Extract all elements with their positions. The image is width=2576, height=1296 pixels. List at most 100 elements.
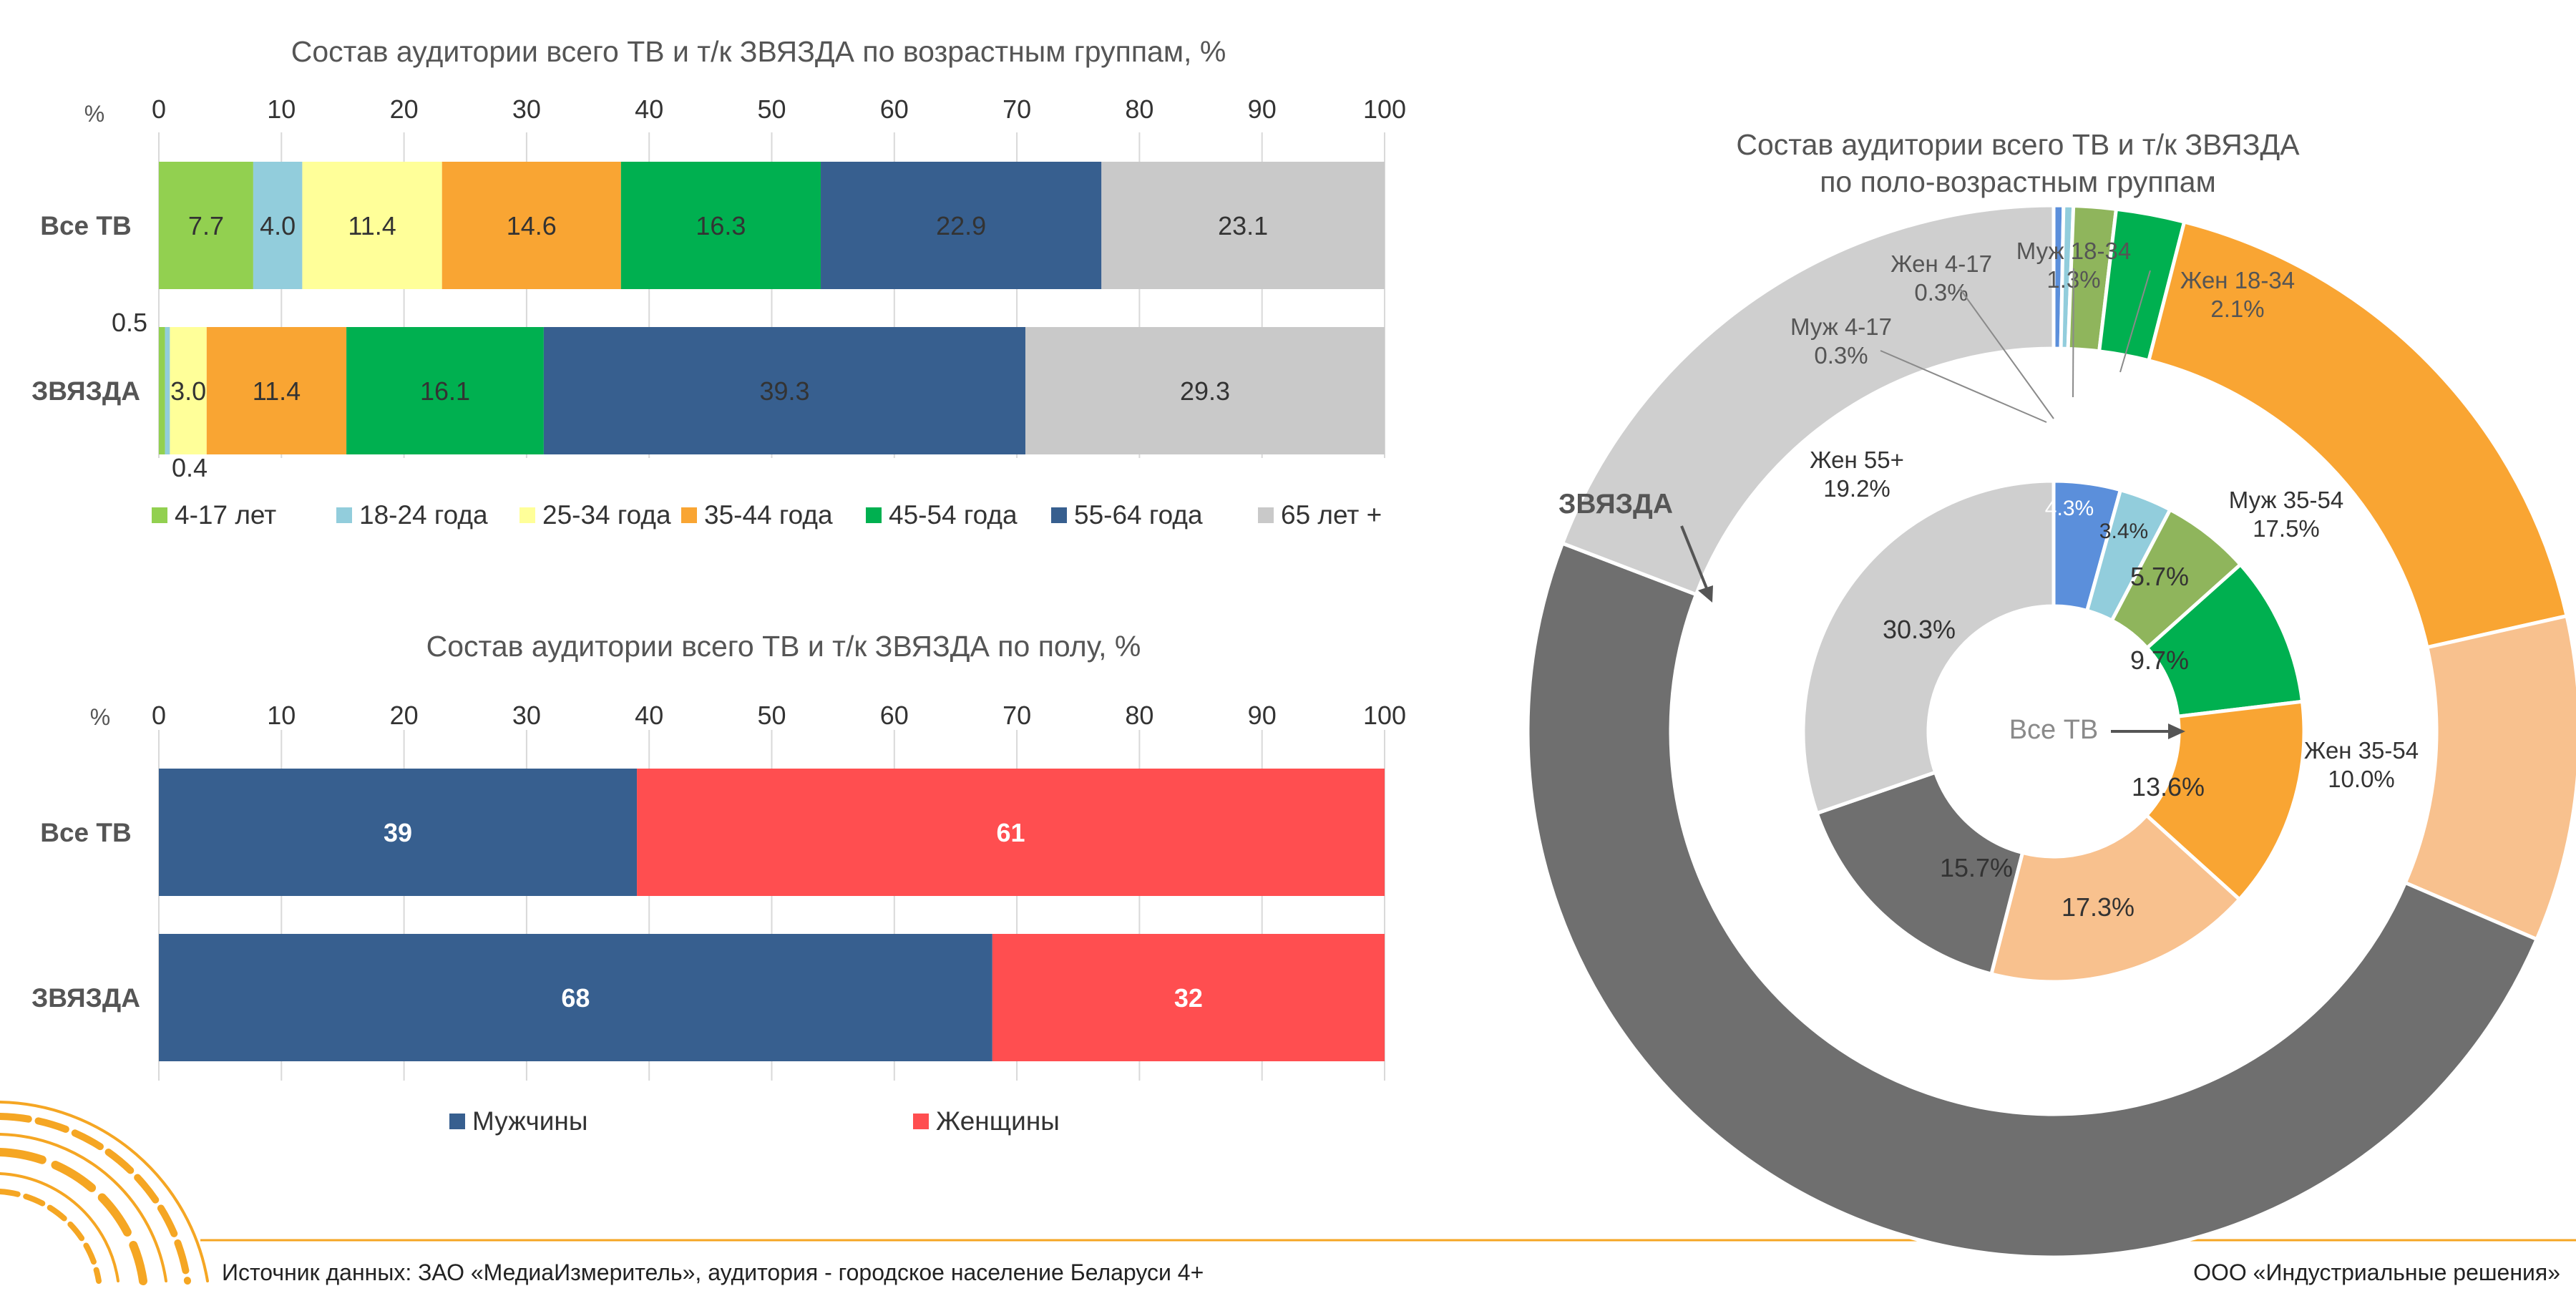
legend-swatch bbox=[336, 507, 352, 523]
legend-swatch bbox=[1051, 507, 1067, 523]
inner-ring-name: Все ТВ bbox=[2009, 715, 2099, 745]
leader-line bbox=[2072, 268, 2074, 398]
category-label: ЗВЯЗДА bbox=[31, 376, 140, 406]
bar-segment bbox=[159, 769, 638, 896]
outer-slice-label: Жен 4-17 bbox=[1890, 250, 1992, 277]
tick-label: 10 bbox=[267, 94, 296, 124]
inner-ring-arrow bbox=[2111, 723, 2185, 739]
bars: 7.7 4.0 11.4 14.6 16.3 22.9 23.1 0.5 0.4 3.0 11.4 1… bbox=[112, 162, 1385, 482]
tick-label: 60 bbox=[880, 701, 909, 730]
outer-slice-label: Муж 18-34 bbox=[2016, 238, 2131, 264]
bar-segment bbox=[159, 934, 992, 1061]
decorative-arcs bbox=[0, 1101, 209, 1285]
age-gender-donut-chart: Состав аудитории всего ТВ и т/к ЗВЯЗДА п… bbox=[1526, 128, 2576, 1260]
unit-label: % bbox=[84, 101, 104, 127]
tick-label: 80 bbox=[1125, 94, 1153, 124]
legend-swatch bbox=[913, 1114, 929, 1129]
legend-label: 65 лет + bbox=[1281, 500, 1382, 530]
tick-label: 10 bbox=[267, 701, 296, 730]
tick-label: 40 bbox=[635, 701, 663, 730]
legend-label: 25-34 года bbox=[542, 500, 671, 530]
data-label: 39 bbox=[384, 818, 412, 847]
inner-slice-label: 30.3% bbox=[1883, 615, 1956, 644]
outer-slice-label: Муж 55+; 49.4% bbox=[1863, 1014, 2037, 1041]
data-label: 16.3 bbox=[696, 211, 746, 240]
tick-label: 40 bbox=[635, 94, 663, 124]
outer-slice-label: Жен 55+ bbox=[1810, 447, 1904, 473]
category-label: Все ТВ bbox=[40, 211, 131, 240]
bar-segment bbox=[170, 327, 207, 454]
outer-ring-name: ЗВЯЗДА bbox=[1558, 489, 1673, 520]
donut-slice bbox=[1801, 479, 2056, 816]
data-label: 61 bbox=[997, 818, 1025, 847]
unit-label: % bbox=[90, 704, 110, 730]
bar-segment bbox=[441, 162, 621, 289]
legend-label: 18-24 года bbox=[359, 500, 488, 530]
outer-slice-label: 0.3% bbox=[1914, 279, 1968, 306]
legend-swatch bbox=[449, 1114, 465, 1129]
bar-segment bbox=[253, 162, 303, 289]
legend-swatch bbox=[1258, 507, 1274, 523]
legend-label: 4-17 лет bbox=[175, 500, 276, 530]
chart-title-line-2: по поло-возрастным группам bbox=[1820, 165, 2216, 198]
donut-slice bbox=[1815, 770, 2025, 977]
legend-label: 55-64 года bbox=[1074, 500, 1203, 530]
bar-segment bbox=[165, 327, 170, 454]
outer-slice-label: 2.1% bbox=[2210, 296, 2264, 322]
data-label: 11.4 bbox=[253, 376, 301, 406]
bar-segment bbox=[302, 162, 442, 289]
tick-label: 70 bbox=[1002, 701, 1031, 730]
bar-segment bbox=[1101, 162, 1385, 289]
legend-swatch bbox=[681, 507, 697, 523]
category-label: ЗВЯЗДА bbox=[31, 983, 140, 1013]
tick-label: 0 bbox=[152, 701, 166, 730]
data-label: 22.9 bbox=[936, 211, 986, 240]
gender-chart: Состав аудитории всего ТВ и т/к ЗВЯЗДА п… bbox=[31, 630, 1406, 1136]
outer-slice-label: Муж 4-17 bbox=[1790, 313, 1892, 340]
tick-label: 80 bbox=[1125, 701, 1153, 730]
data-label: 68 bbox=[561, 983, 590, 1013]
outer-slice-label: 17.5% bbox=[2253, 515, 2320, 542]
footer-company: ООО «Индустриальные решения» bbox=[2193, 1260, 2560, 1285]
legend-swatch bbox=[866, 507, 882, 523]
data-label: 4.0 bbox=[260, 211, 296, 240]
inner-slice-label: 5.7% bbox=[2130, 562, 2189, 591]
data-label: 14.6 bbox=[507, 211, 557, 240]
footer-source: Источник данных: ЗАО «МедиаИзмеритель», … bbox=[222, 1260, 1204, 1285]
tick-label: 50 bbox=[757, 701, 786, 730]
outer-slice-label: Муж 35-54 bbox=[2229, 487, 2343, 513]
tick-label: 90 bbox=[1248, 701, 1277, 730]
donut-slice-labels: Муж 4-170.3%Жен 4-170.3%Муж 18-341.3% Жен… bbox=[1790, 238, 2419, 1041]
bar-segment bbox=[346, 327, 544, 454]
leader-line bbox=[2119, 270, 2151, 373]
inner-slice-label: 15.7% bbox=[1940, 853, 2013, 882]
inner-slice-label: 17.3% bbox=[2062, 892, 2135, 922]
leader-line bbox=[1958, 287, 2054, 419]
tick-label: 20 bbox=[390, 94, 419, 124]
data-label: 0.4 bbox=[172, 453, 208, 482]
bar-segment bbox=[992, 934, 1385, 1061]
inner-slice-label: 4.3% bbox=[2045, 497, 2094, 520]
tick-label: 100 bbox=[1363, 701, 1406, 730]
donut-slice bbox=[1560, 203, 2056, 597]
legend: 4-17 лет 18-24 года 25-34 года 35-44 года 45… bbox=[152, 500, 1382, 530]
donut-slice bbox=[2146, 220, 2570, 650]
outer-ring-arrow bbox=[1680, 525, 1713, 603]
legend-label: 45-54 года bbox=[889, 500, 1018, 530]
outer-slice-label: 10.0% bbox=[2328, 766, 2395, 792]
legend-label: Мужчины bbox=[472, 1106, 587, 1136]
bar-segment bbox=[821, 162, 1102, 289]
x-axis-ticks: 0 10 20 30 40 50 60 70 80 90 100 bbox=[152, 94, 1406, 124]
legend-swatch bbox=[152, 507, 167, 523]
tick-label: 30 bbox=[512, 701, 541, 730]
data-label: 39.3 bbox=[759, 376, 809, 406]
data-label: 0.5 bbox=[112, 308, 147, 337]
donut-slices bbox=[1526, 203, 2576, 1260]
data-label: 7.7 bbox=[188, 211, 224, 240]
bar-segment bbox=[543, 327, 1026, 454]
outer-slice-label: 0.3% bbox=[1814, 342, 1868, 369]
data-label: 3.0 bbox=[170, 376, 206, 406]
legend-label: Женщины bbox=[936, 1106, 1060, 1136]
chart-title: Состав аудитории всего ТВ и т/к ЗВЯЗДА п… bbox=[426, 630, 1141, 663]
